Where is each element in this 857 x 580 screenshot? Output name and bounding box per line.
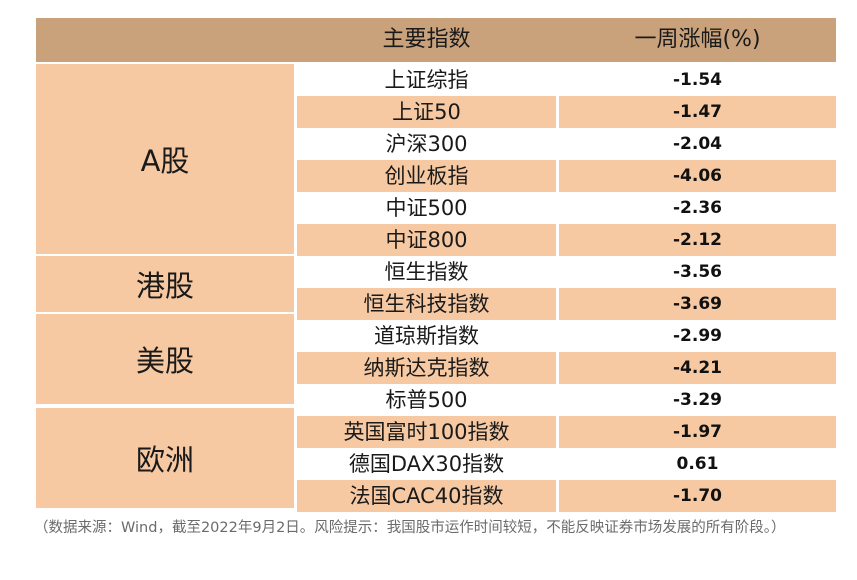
header-index-name: 主要指数 <box>382 27 471 52</box>
table-row: 道琼斯指数 -2.99 <box>297 320 836 352</box>
index-name: 英国富时100指数 <box>297 416 556 448</box>
index-name: 道琼斯指数 <box>297 320 556 352</box>
table-row: 恒生科技指数 -3.69 <box>297 288 836 320</box>
index-name: 上证综指 <box>297 64 556 96</box>
group-hk-shares: 港股 <box>36 256 294 312</box>
weekly-change: -1.70 <box>559 480 836 512</box>
weekly-change: -1.54 <box>559 64 836 96</box>
index-name: 沪深300 <box>297 128 556 160</box>
weekly-change: -4.21 <box>559 352 836 384</box>
table-row: 中证500 -2.36 <box>297 192 836 224</box>
index-name: 恒生科技指数 <box>297 288 556 320</box>
index-name: 中证800 <box>297 224 556 256</box>
table-row: 法国CAC40指数 -1.70 <box>297 480 836 512</box>
table-row: 恒生指数 -3.56 <box>297 256 836 288</box>
weekly-change: -3.56 <box>559 256 836 288</box>
index-name: 创业板指 <box>297 160 556 192</box>
weekly-change: -2.04 <box>559 128 836 160</box>
weekly-change: 0.61 <box>559 448 836 480</box>
weekly-change: -4.06 <box>559 160 836 192</box>
group-a-shares: A股 <box>36 64 294 254</box>
group-europe: 欧洲 <box>36 408 294 508</box>
weekly-change: -3.29 <box>559 384 836 416</box>
table-row: 上证50 -1.47 <box>297 96 836 128</box>
header-weekly-change: 一周涨幅(%) <box>634 27 761 52</box>
table-row: 纳斯达克指数 -4.21 <box>297 352 836 384</box>
table-header: 主要指数 一周涨幅(%) <box>36 18 836 62</box>
table-row: 中证800 -2.12 <box>297 224 836 256</box>
weekly-change: -2.99 <box>559 320 836 352</box>
index-name: 恒生指数 <box>297 256 556 288</box>
weekly-change: -2.36 <box>559 192 836 224</box>
source-note: （数据来源：Wind，截至2022年9月2日。风险提示：我国股市运作时间较短，不… <box>34 520 786 536</box>
table-row: 沪深300 -2.04 <box>297 128 836 160</box>
table-row: 标普500 -3.29 <box>297 384 836 416</box>
index-name: 德国DAX30指数 <box>297 448 556 480</box>
table-row: 上证综指 -1.54 <box>297 64 836 96</box>
weekly-change: -3.69 <box>559 288 836 320</box>
index-name: 标普500 <box>297 384 556 416</box>
index-name: 中证500 <box>297 192 556 224</box>
index-name: 纳斯达克指数 <box>297 352 556 384</box>
table-row: 英国富时100指数 -1.97 <box>297 416 836 448</box>
table-row: 创业板指 -4.06 <box>297 160 836 192</box>
index-name: 法国CAC40指数 <box>297 480 556 512</box>
group-us-shares: 美股 <box>36 314 294 404</box>
table-row: 德国DAX30指数 0.61 <box>297 448 836 480</box>
weekly-change: -1.97 <box>559 416 836 448</box>
index-name: 上证50 <box>297 96 556 128</box>
weekly-change: -1.47 <box>559 96 836 128</box>
weekly-change: -2.12 <box>559 224 836 256</box>
